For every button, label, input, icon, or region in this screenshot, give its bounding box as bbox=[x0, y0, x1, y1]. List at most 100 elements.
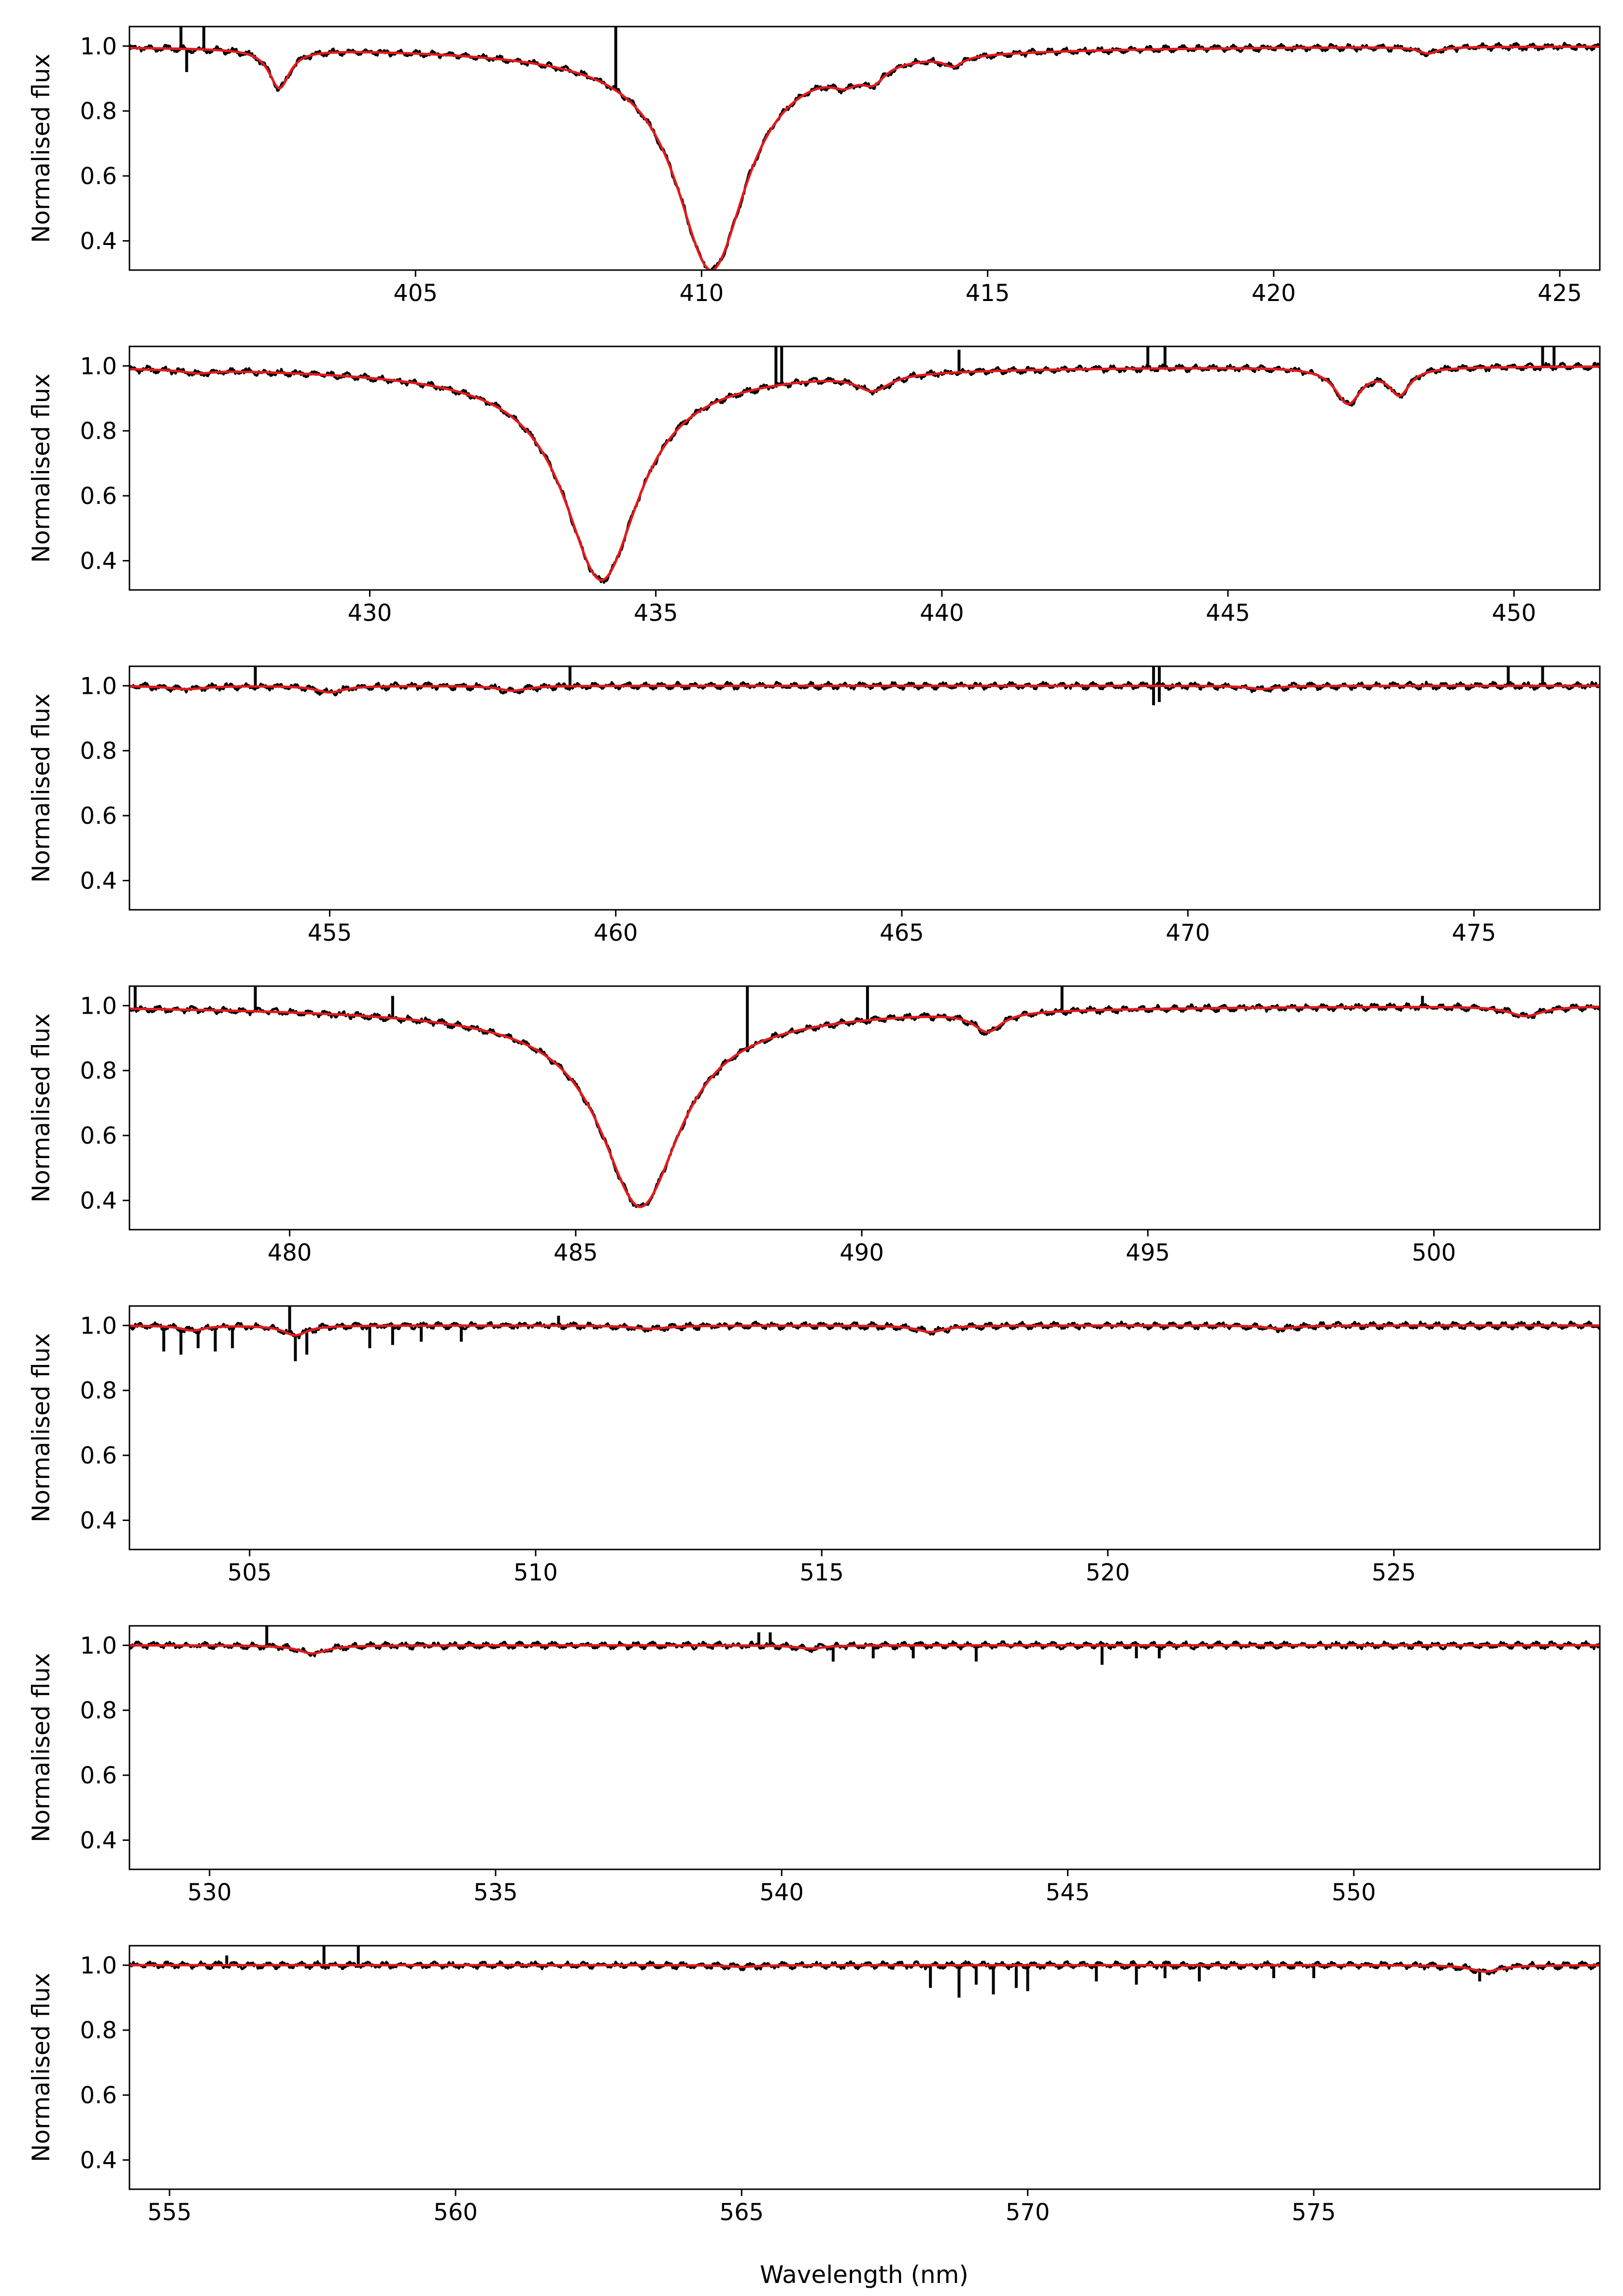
spectrum-panel-5: 505 510 515 520 525 0.4 0.6 0.8 1.0 Normalised fl… bbox=[27, 1305, 1601, 1586]
x-tick-label: 450 bbox=[1492, 600, 1537, 627]
panels: 405 410 415 420 425 0.4 0.6 0.8 1.0 Normalised fl… bbox=[27, 26, 1601, 2226]
plot-area bbox=[129, 666, 1600, 705]
plot-area bbox=[129, 986, 1600, 1208]
x-tick-label: 420 bbox=[1252, 280, 1296, 307]
y-tick-label: 1.0 bbox=[80, 673, 117, 700]
x-tick-label: 535 bbox=[473, 1879, 518, 1906]
x-tick-label: 475 bbox=[1452, 919, 1496, 947]
x-tick-label: 540 bbox=[759, 1879, 804, 1906]
y-axis-label: Normalised flux bbox=[27, 1333, 55, 1522]
x-tick-label: 510 bbox=[513, 1559, 558, 1586]
axes-frame bbox=[128, 665, 1601, 911]
plot-area bbox=[129, 1946, 1600, 1998]
y-tick-label: 0.6 bbox=[80, 163, 117, 190]
y-tick-label: 0.8 bbox=[80, 738, 117, 765]
y-tick-label: 0.8 bbox=[80, 98, 117, 125]
x-tick-label: 410 bbox=[680, 280, 724, 307]
y-tick-label: 0.4 bbox=[80, 228, 117, 255]
axes-frame bbox=[128, 1945, 1601, 2190]
y-tick-label: 0.4 bbox=[80, 2147, 117, 2174]
x-tick-label: 415 bbox=[966, 280, 1010, 307]
y-tick-label: 1.0 bbox=[80, 353, 117, 380]
model-spectrum-line bbox=[129, 1005, 1600, 1208]
spectrum-panel-4: 480 485 490 495 500 0.4 0.6 0.8 1.0 Normalised fl… bbox=[27, 985, 1601, 1266]
y-tick-label: 1.0 bbox=[80, 33, 117, 60]
plot-area bbox=[129, 1626, 1600, 1665]
y-tick-label: 0.4 bbox=[80, 548, 117, 575]
x-tick-label: 530 bbox=[187, 1879, 232, 1906]
x-tick-label: 465 bbox=[880, 919, 924, 947]
y-tick-label: 1.0 bbox=[80, 1952, 117, 1979]
plot-area bbox=[129, 346, 1600, 584]
model-spectrum-line bbox=[129, 1964, 1600, 1973]
x-tick-label: 425 bbox=[1538, 280, 1582, 307]
observed-spectrum-line bbox=[129, 1320, 1600, 1340]
model-spectrum-line bbox=[129, 365, 1600, 582]
y-tick-label: 0.8 bbox=[80, 2017, 117, 2044]
spectrum-panel-2: 430 435 440 445 450 0.4 0.6 0.8 1.0 Normalised fl… bbox=[27, 345, 1601, 627]
x-tick-label: 515 bbox=[799, 1559, 844, 1586]
x-tick-label: 430 bbox=[348, 600, 392, 627]
axes-frame bbox=[128, 1625, 1601, 1870]
x-tick-label: 520 bbox=[1086, 1559, 1130, 1586]
x-axis-label: Wavelength (nm) bbox=[760, 2261, 968, 2289]
x-tick-label: 490 bbox=[840, 1239, 884, 1266]
model-spectrum-line bbox=[129, 1644, 1600, 1655]
plot-area bbox=[129, 1306, 1600, 1362]
x-tick-label: 555 bbox=[147, 2199, 192, 2226]
axes-frame bbox=[128, 985, 1601, 1231]
spectrum-panel-1: 405 410 415 420 425 0.4 0.6 0.8 1.0 Normalised fl… bbox=[27, 26, 1601, 307]
y-axis-label: Normalised flux bbox=[27, 1973, 55, 2162]
x-tick-label: 570 bbox=[1006, 2199, 1050, 2226]
x-tick-label: 560 bbox=[433, 2199, 478, 2226]
y-tick-label: 1.0 bbox=[80, 1632, 117, 1659]
y-tick-label: 0.6 bbox=[80, 483, 117, 510]
x-tick-label: 480 bbox=[268, 1239, 312, 1266]
model-spectrum-line bbox=[129, 45, 1600, 270]
x-tick-label: 460 bbox=[594, 919, 638, 947]
model-spectrum-line bbox=[129, 1324, 1600, 1337]
x-tick-label: 500 bbox=[1412, 1239, 1456, 1266]
y-tick-label: 0.6 bbox=[80, 803, 117, 830]
y-tick-label: 0.6 bbox=[80, 1442, 117, 1469]
y-axis-label: Normalised flux bbox=[27, 373, 55, 563]
plot-area bbox=[129, 27, 1600, 270]
spectrum-panel-3: 455 460 465 470 475 0.4 0.6 0.8 1.0 Normalised fl… bbox=[27, 665, 1601, 947]
spectrum-panel-7: 555 560 565 570 575 0.4 0.6 0.8 1.0 Normalised fl… bbox=[27, 1945, 1601, 2226]
y-tick-label: 0.6 bbox=[80, 1122, 117, 1149]
y-tick-label: 0.4 bbox=[80, 868, 117, 895]
y-tick-label: 1.0 bbox=[80, 1312, 117, 1339]
x-tick-label: 435 bbox=[634, 600, 678, 627]
y-tick-label: 1.0 bbox=[80, 992, 117, 1019]
y-tick-label: 0.8 bbox=[80, 1058, 117, 1085]
x-tick-label: 545 bbox=[1046, 1879, 1090, 1906]
x-tick-label: 565 bbox=[720, 2199, 764, 2226]
x-tick-label: 485 bbox=[554, 1239, 598, 1266]
x-tick-label: 525 bbox=[1372, 1559, 1416, 1586]
y-tick-label: 0.6 bbox=[80, 1762, 117, 1789]
x-tick-label: 445 bbox=[1206, 600, 1250, 627]
y-axis-label: Normalised flux bbox=[27, 1653, 55, 1842]
x-tick-label: 455 bbox=[308, 919, 352, 947]
axes-frame bbox=[128, 345, 1601, 591]
y-tick-label: 0.4 bbox=[80, 1827, 117, 1854]
y-tick-label: 0.4 bbox=[80, 1188, 117, 1215]
spectrum-panel-6: 530 535 540 545 550 0.4 0.6 0.8 1.0 Normalised fl… bbox=[27, 1625, 1601, 1906]
x-tick-label: 550 bbox=[1332, 1879, 1376, 1906]
y-tick-label: 0.4 bbox=[80, 1507, 117, 1535]
x-tick-label: 470 bbox=[1166, 919, 1210, 947]
y-axis-label: Normalised flux bbox=[27, 54, 55, 243]
x-tick-label: 405 bbox=[393, 280, 438, 307]
y-axis-label: Normalised flux bbox=[27, 693, 55, 883]
y-tick-label: 0.6 bbox=[80, 2082, 117, 2109]
y-axis-label: Normalised flux bbox=[27, 1013, 55, 1203]
x-tick-label: 575 bbox=[1292, 2199, 1336, 2226]
x-tick-label: 505 bbox=[228, 1559, 272, 1586]
model-spectrum-line bbox=[129, 684, 1600, 694]
y-tick-label: 0.8 bbox=[80, 1378, 117, 1405]
x-tick-label: 440 bbox=[920, 600, 964, 627]
x-tick-label: 495 bbox=[1125, 1239, 1170, 1266]
y-tick-label: 0.8 bbox=[80, 1697, 117, 1724]
